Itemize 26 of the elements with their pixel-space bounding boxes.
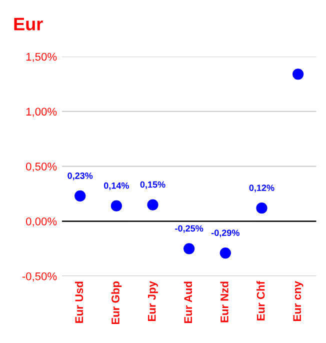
- point: [256, 202, 268, 214]
- data-label: 0,23%: [68, 172, 93, 180]
- x-tick-label: Eur Jpy: [148, 281, 158, 321]
- x-tick-label: Eur cny: [293, 281, 304, 321]
- y-tick-label: 0,50%: [26, 162, 57, 172]
- chart-title: Eur: [14, 18, 43, 30]
- point: [110, 200, 122, 212]
- point: [74, 190, 86, 202]
- data-label: -0,29%: [211, 230, 240, 238]
- data-label: 0,14%: [104, 182, 129, 190]
- x-tick-label: Eur Gbp: [111, 281, 122, 324]
- y-tick-label: -0,50%: [22, 272, 57, 282]
- y-tick-label: 1,50%: [26, 52, 57, 62]
- x-tick-label: Eur Nzd: [220, 282, 228, 322]
- x-tick-label: Eur Chf: [256, 280, 265, 320]
- y-tick-label: 1,00%: [26, 108, 57, 117]
- x-tick-label: Eur Usd: [74, 282, 84, 323]
- point: [147, 199, 158, 210]
- point: [292, 68, 304, 80]
- data-label: 0,12%: [249, 184, 274, 192]
- y-tick-label: 0,00%: [26, 218, 57, 227]
- point: [184, 243, 195, 254]
- data-label: -0,25%: [175, 225, 204, 233]
- x-tick-label: Eur Aud: [184, 282, 192, 324]
- data-label: 0,15%: [140, 181, 166, 190]
- point: [220, 248, 231, 259]
